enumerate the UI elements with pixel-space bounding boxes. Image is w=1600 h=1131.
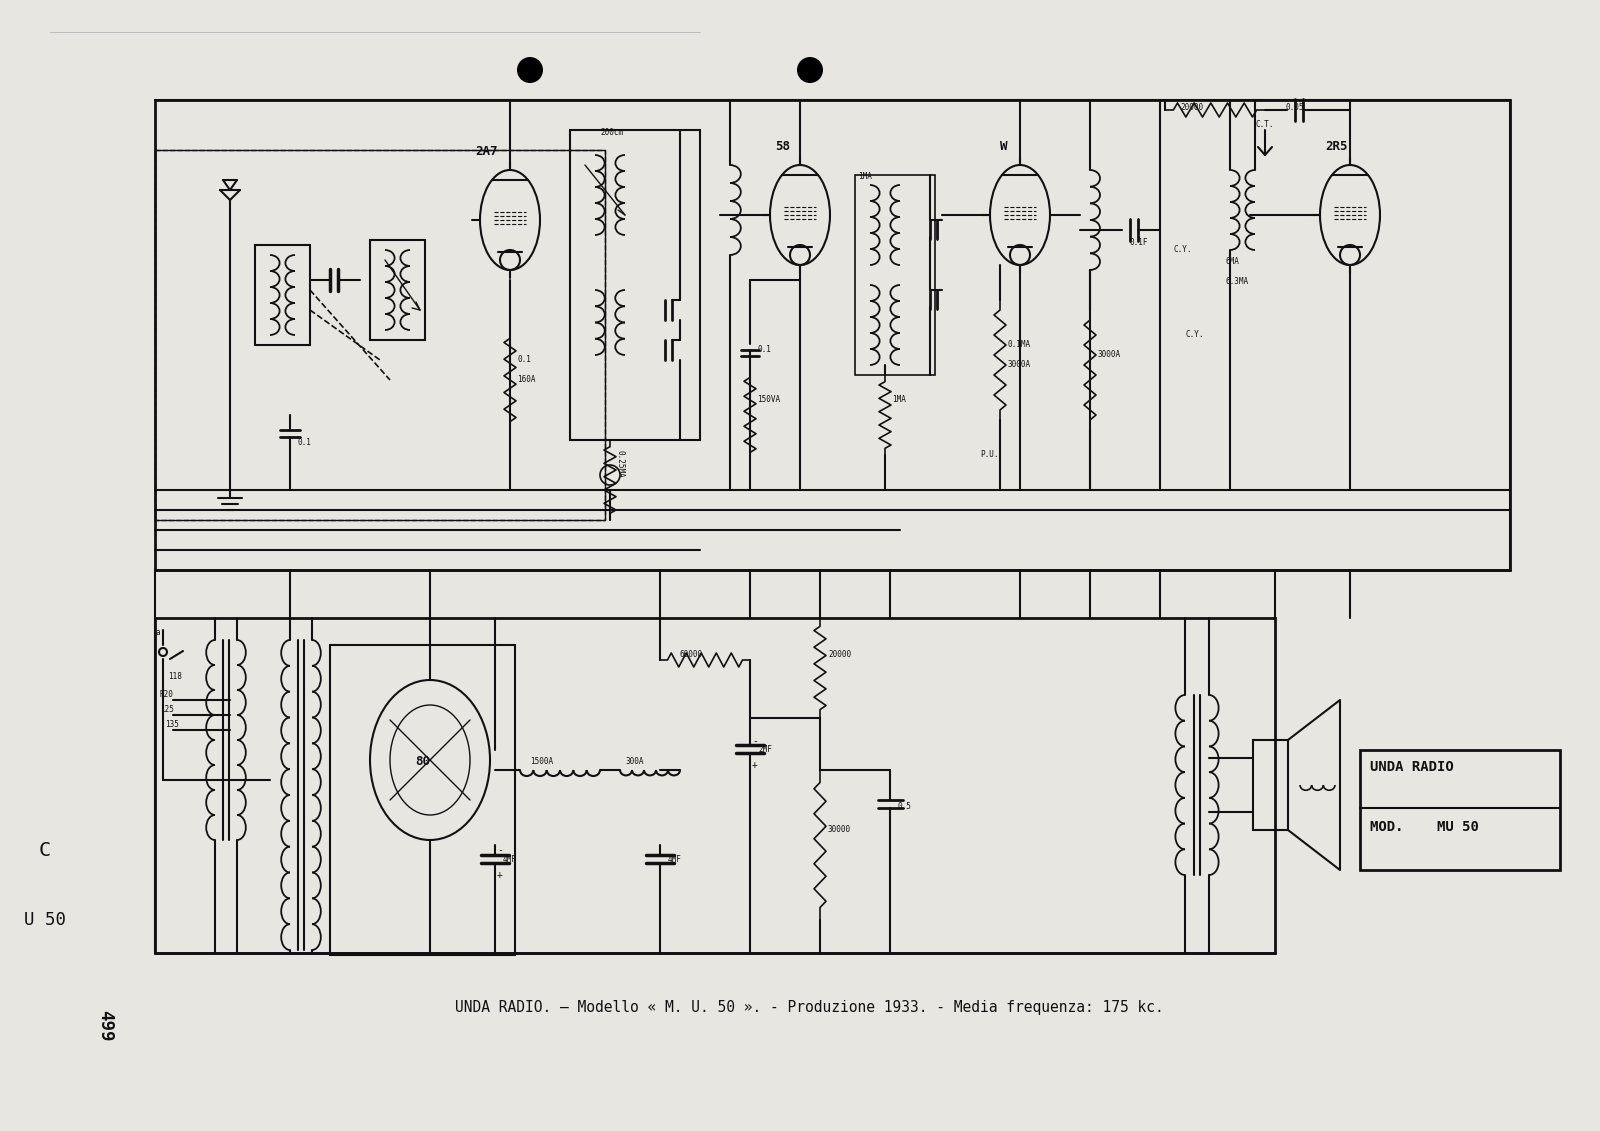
Text: UNDA RADIO: UNDA RADIO — [1370, 760, 1454, 774]
Bar — [155, 150, 605, 520]
Text: 3000A: 3000A — [1008, 360, 1030, 369]
Text: +: + — [498, 870, 502, 880]
Text: 4MF: 4MF — [669, 855, 682, 864]
Text: 20000: 20000 — [829, 650, 851, 659]
Text: a: a — [155, 628, 160, 637]
Text: 0.1: 0.1 — [298, 438, 312, 447]
Text: 60000: 60000 — [680, 650, 702, 659]
Bar — [1253, 740, 1288, 830]
Text: 0.1F: 0.1F — [1130, 238, 1149, 247]
Bar — [854, 175, 934, 375]
Bar — [370, 240, 426, 340]
Bar — [1360, 750, 1560, 870]
Text: 0.05: 0.05 — [1285, 103, 1304, 112]
Text: 300A: 300A — [626, 757, 643, 766]
Text: 80: 80 — [414, 756, 430, 768]
Text: C.T.: C.T. — [1254, 120, 1274, 129]
Text: W: W — [1000, 140, 1008, 153]
Text: 0.1: 0.1 — [517, 355, 531, 364]
Text: 6MA: 6MA — [1226, 257, 1238, 266]
Text: 0.25MA: 0.25MA — [614, 450, 624, 477]
Text: -: - — [752, 736, 758, 746]
Text: R20: R20 — [160, 690, 174, 699]
Text: 160A: 160A — [517, 375, 536, 385]
Text: 0.5: 0.5 — [898, 802, 912, 811]
Text: MOD.    MU 50: MOD. MU 50 — [1370, 820, 1478, 834]
Text: 118: 118 — [168, 672, 182, 681]
Text: 150VA: 150VA — [757, 395, 781, 404]
Bar — [155, 100, 1510, 570]
Text: 30000: 30000 — [829, 824, 851, 834]
Bar — [254, 245, 310, 345]
Text: 2R5: 2R5 — [1325, 140, 1347, 153]
Text: C.Y.: C.Y. — [1186, 330, 1203, 339]
Text: 58: 58 — [774, 140, 790, 153]
Text: 4MF: 4MF — [502, 855, 517, 864]
Ellipse shape — [797, 57, 822, 83]
Text: 125: 125 — [160, 705, 174, 714]
Text: 499: 499 — [96, 1010, 114, 1042]
Text: -: - — [498, 845, 502, 855]
Text: U 50: U 50 — [24, 910, 66, 929]
Text: 20000: 20000 — [1181, 103, 1203, 112]
Text: 2MF: 2MF — [758, 745, 771, 754]
Text: 0.1MA: 0.1MA — [1008, 340, 1030, 349]
Text: 3000A: 3000A — [1098, 349, 1122, 359]
Ellipse shape — [517, 57, 542, 83]
Text: +: + — [752, 760, 758, 770]
Text: 1500A: 1500A — [530, 757, 554, 766]
Bar — [330, 645, 515, 955]
Text: 0.1: 0.1 — [758, 345, 771, 354]
Text: C: C — [38, 840, 51, 860]
Text: 2A7: 2A7 — [475, 145, 498, 158]
Text: 200cm: 200cm — [600, 128, 622, 137]
Text: UNDA RADIO. — Modello « M. U. 50 ». - Produzione 1933. - Media frequenza: 175 kc: UNDA RADIO. — Modello « M. U. 50 ». - Pr… — [454, 1000, 1163, 1015]
Text: 1MA: 1MA — [858, 172, 872, 181]
Bar — [155, 150, 605, 520]
Text: C.Y.: C.Y. — [1173, 245, 1192, 254]
Text: 6.3MA: 6.3MA — [1226, 277, 1248, 286]
Bar — [155, 618, 1275, 953]
Bar — [570, 130, 701, 440]
Text: 135: 135 — [165, 720, 179, 729]
Text: P.U.: P.U. — [979, 450, 998, 459]
Text: 1MA: 1MA — [893, 395, 906, 404]
